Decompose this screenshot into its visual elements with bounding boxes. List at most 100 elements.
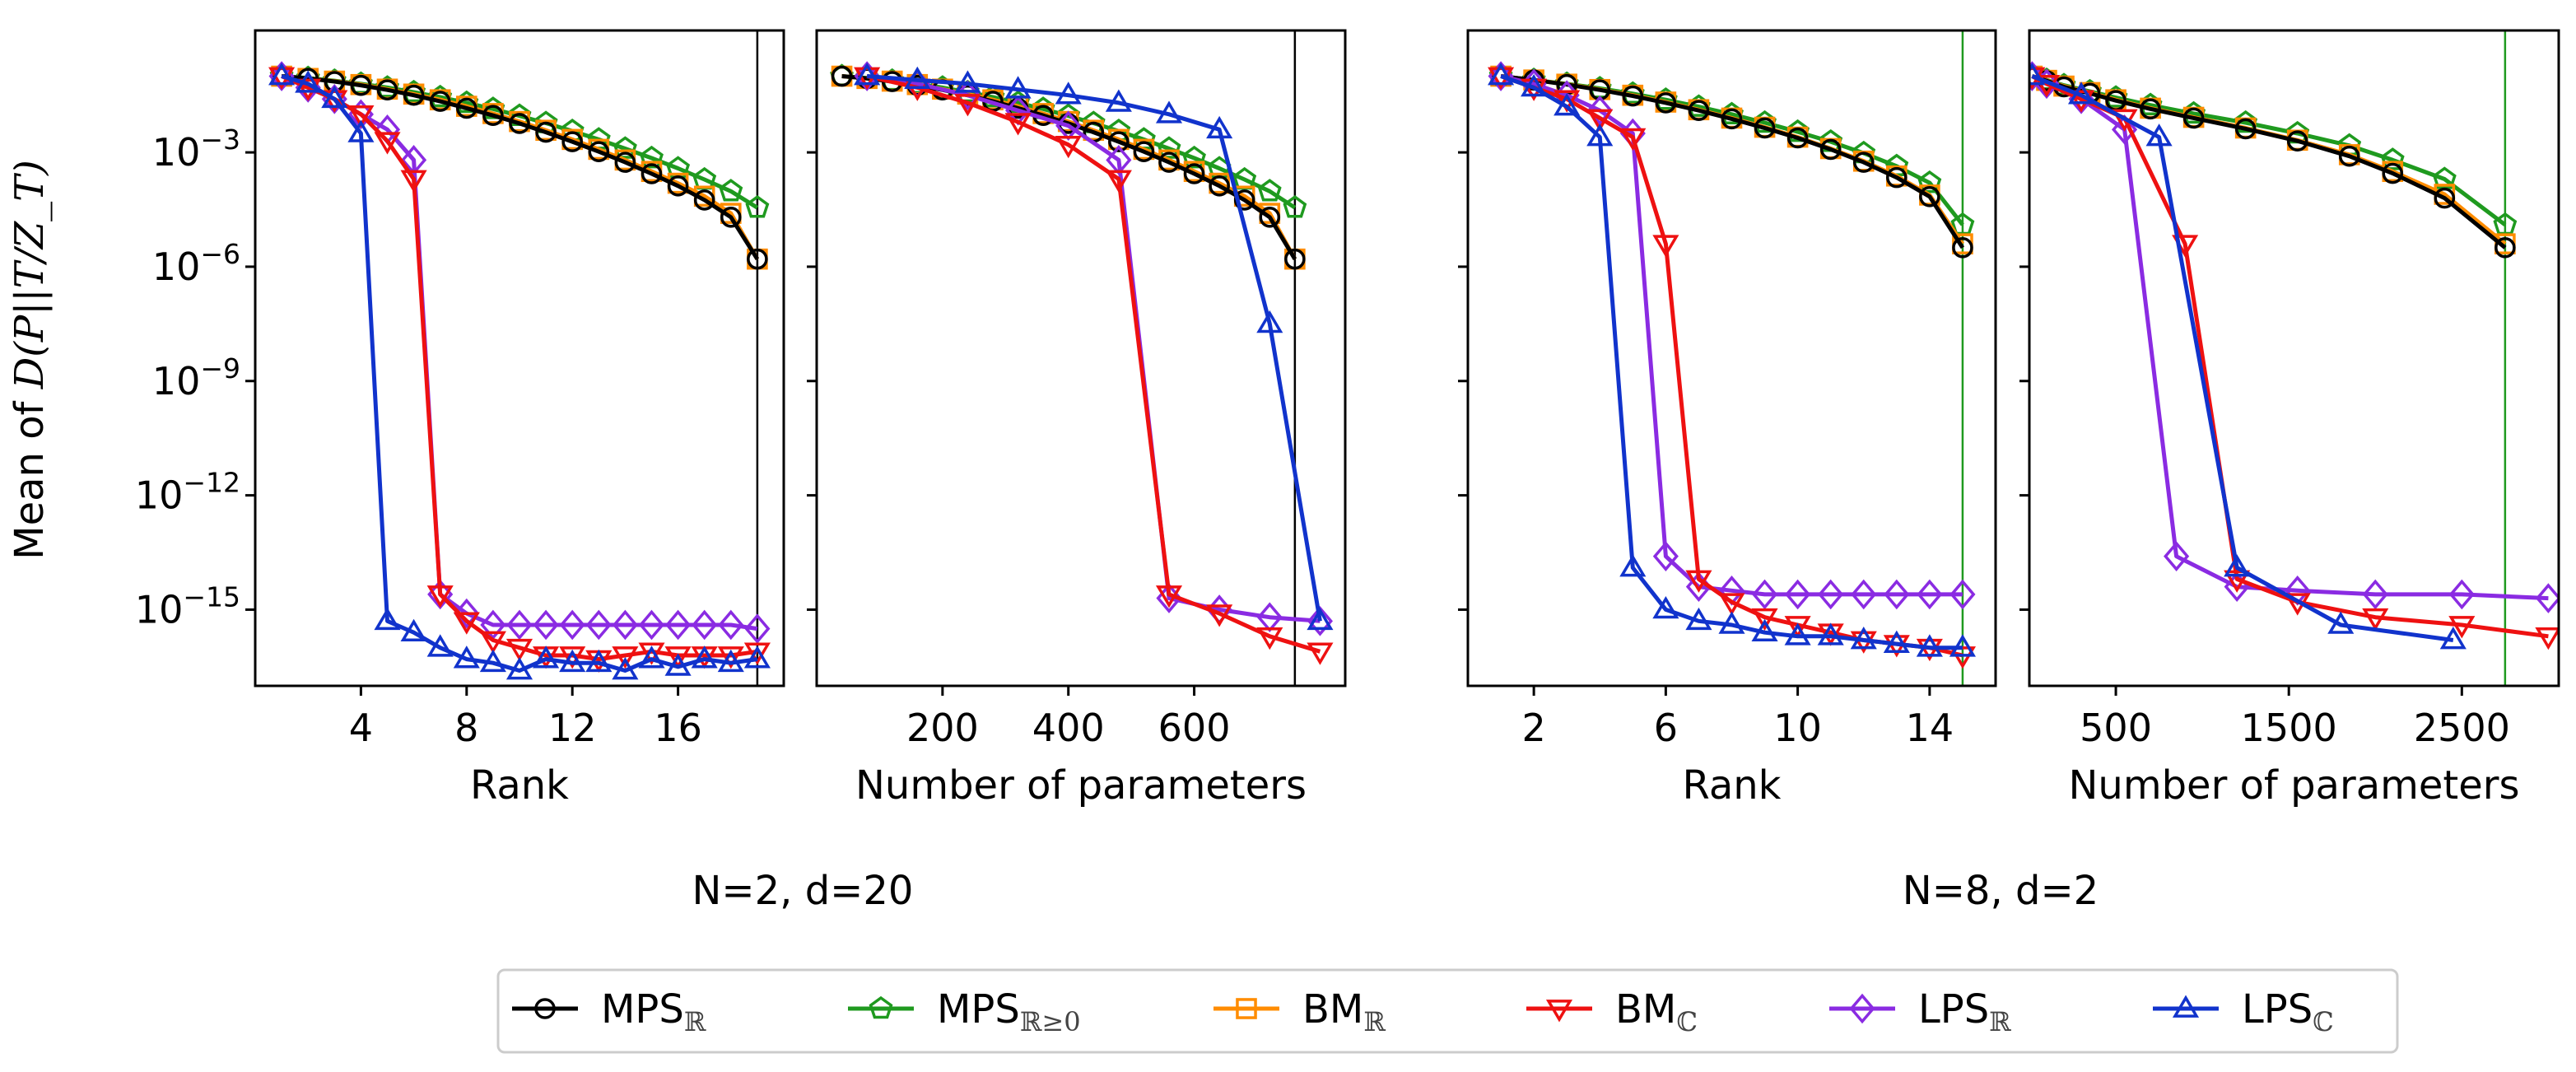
plot-area [268, 30, 771, 686]
x-tick-label: 16 [654, 706, 702, 750]
series-MPS_R [271, 65, 768, 270]
data-point [1105, 89, 1132, 112]
legend-label-subscript: ℝ≥0 [1020, 1006, 1081, 1037]
legend-label: MPSℝ≥0 [937, 986, 1081, 1037]
data-point [1784, 622, 1811, 646]
series-LPS_C [854, 63, 1334, 631]
panel-4: 500 1500 2500 Number of parameters [2019, 29, 2560, 809]
data-point [1916, 634, 1943, 657]
group-title-right: N=8, d=2 [1903, 868, 2099, 914]
data-point [1754, 117, 1776, 139]
data-point [854, 63, 881, 86]
data-point [1685, 570, 1712, 593]
data-point [743, 646, 771, 669]
data-point [506, 609, 533, 641]
data-point [400, 618, 427, 642]
data-point [1786, 127, 1809, 149]
x-tick-label: 400 [1032, 706, 1105, 750]
y-tick-label-base: 10 [135, 587, 184, 632]
data-point [1209, 175, 1230, 197]
legend-item-6: LPSℂ [2153, 986, 2334, 1037]
data-point [347, 105, 375, 128]
data-point [1949, 579, 1976, 610]
legend-label-base: LPS [2242, 986, 2313, 1032]
legend-label-base: MPS [937, 986, 1020, 1032]
legend-item-2: MPSℝ≥0 [848, 986, 1081, 1037]
data-point [1949, 634, 1976, 657]
legend-label: BMℂ [1615, 986, 1698, 1037]
data-point [2224, 554, 2251, 577]
data-point [1307, 606, 1333, 636]
y-tick-label-base: 10 [152, 359, 201, 403]
data-point [376, 79, 398, 100]
data-point [1155, 100, 1183, 124]
series-LPS_C [2029, 63, 2467, 650]
y-tick-label: 10−15 [135, 580, 240, 632]
data-point [2145, 124, 2173, 147]
x-tick-label: 200 [906, 706, 979, 750]
data-point [1751, 608, 1778, 632]
data-point [559, 609, 585, 641]
x-tick-label: 12 [548, 706, 597, 750]
x-tick-label: 1500 [2241, 706, 2337, 750]
data-point [1852, 151, 1875, 173]
data-point [664, 653, 692, 676]
data-point [831, 65, 853, 87]
data-point [1917, 579, 1943, 610]
data-point [2067, 90, 2095, 113]
data-point [1949, 646, 1976, 669]
data-point [1619, 554, 1647, 577]
series-line [281, 74, 760, 261]
x-axis-label: Rank [1683, 762, 1782, 809]
legend-label-subscript: ℝ [1363, 1006, 1386, 1037]
data-point [1586, 95, 1613, 126]
legend-label: LPSℂ [2242, 986, 2334, 1037]
series-line [866, 74, 1321, 654]
data-point [2029, 63, 2046, 86]
data-point [426, 634, 454, 657]
data-point [1586, 124, 1614, 147]
legend-label-base: LPS [1918, 986, 1989, 1032]
legend-label-base: BM [1302, 986, 1363, 1032]
data-point [640, 145, 664, 169]
series-line [1500, 74, 1965, 249]
data-point [1586, 109, 1614, 132]
data-point [904, 66, 931, 90]
panel-2: 200 400 600 Number of parameters [807, 29, 1347, 809]
data-point [1721, 108, 1743, 130]
data-point [321, 85, 348, 109]
data-point [321, 90, 348, 113]
data-point [1521, 73, 1548, 97]
data-point [1206, 115, 1233, 139]
legend-label-subscript: ℝ [684, 1006, 706, 1037]
data-point [717, 649, 744, 673]
y-tick-label-base: 10 [152, 245, 201, 289]
panel-frame [815, 29, 1347, 687]
data-point [347, 119, 375, 142]
series-line [2031, 74, 2549, 639]
y-tick-label: 10−12 [135, 467, 240, 518]
y-tick-label-base: 10 [152, 130, 201, 175]
data-point [559, 646, 586, 669]
series-BM_C [854, 67, 1334, 665]
data-point [2434, 187, 2456, 209]
y-tick-label: 10−9 [152, 352, 240, 403]
data-point [1850, 627, 1877, 650]
data-point [747, 248, 768, 270]
data-point [2182, 107, 2205, 129]
legend: MPSℝ MPSℝ≥0 BMℝ BMℂ LPSℝ LPSℂ [496, 968, 2399, 1054]
data-point [505, 638, 533, 662]
data-point [2112, 114, 2138, 145]
data-point [693, 189, 715, 211]
panel-frame [1466, 29, 1997, 687]
data-point [2448, 616, 2476, 639]
data-point [585, 649, 613, 673]
data-point [454, 598, 480, 629]
data-point [638, 646, 665, 669]
data-point [1917, 170, 1942, 193]
data-point [638, 642, 665, 665]
data-point [613, 136, 637, 159]
data-point [2439, 627, 2467, 650]
data-point [559, 649, 586, 673]
x-tick-label: 500 [2080, 706, 2152, 750]
